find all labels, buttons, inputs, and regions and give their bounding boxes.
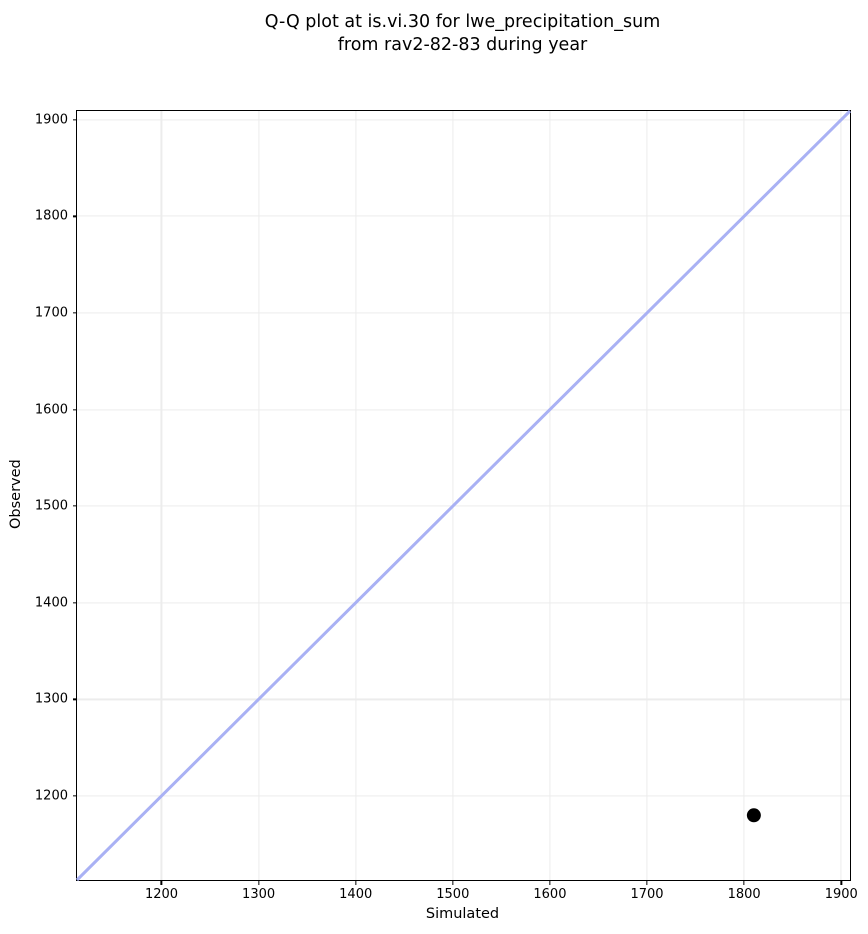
- y-axis-label: Observed: [8, 459, 24, 530]
- x-tick-mark: [452, 880, 454, 885]
- x-gridline: [549, 111, 551, 880]
- x-tick-label: 1400: [339, 887, 373, 902]
- y-tick-mark: [72, 215, 77, 217]
- x-tick-mark: [646, 880, 648, 885]
- x-gridline: [355, 111, 357, 880]
- y-gridline: [77, 215, 850, 217]
- y-gridline: [77, 505, 850, 507]
- x-tick-mark: [743, 880, 745, 885]
- x-tick-mark: [549, 880, 551, 885]
- y-tick-label: 1500: [34, 498, 68, 514]
- y-gridline: [77, 119, 850, 121]
- identity-line: [75, 109, 852, 882]
- x-gridline: [743, 111, 745, 880]
- x-gridline: [646, 111, 648, 880]
- chart-title: Q-Q plot at is.vi.30 for lwe_precipitati…: [76, 11, 849, 57]
- x-tick-label: 1500: [436, 887, 470, 902]
- chart-title-line2: from rav2-82-83 during year: [337, 35, 588, 55]
- x-tick-label: 1900: [824, 887, 858, 902]
- plot-canvas: [75, 109, 852, 882]
- x-gridline: [452, 111, 454, 880]
- y-tick-label: 1700: [34, 305, 68, 321]
- y-tick-label: 1600: [34, 402, 68, 418]
- y-tick-label: 1300: [34, 691, 68, 707]
- y-gridline: [77, 698, 850, 700]
- x-tick-mark: [840, 880, 842, 885]
- y-tick-mark: [72, 408, 77, 411]
- x-axis-label: Simulated: [425, 906, 500, 922]
- y-tick-label: 1400: [34, 595, 68, 611]
- data-point-marker: [746, 808, 761, 823]
- y-tick-mark: [72, 698, 77, 700]
- x-tick-label: 1300: [242, 887, 276, 902]
- y-gridline: [77, 602, 850, 604]
- x-tick-label: 1800: [727, 887, 761, 902]
- x-gridline: [840, 111, 842, 880]
- x-tick-mark: [257, 880, 260, 885]
- x-tick-mark: [160, 880, 163, 885]
- y-tick-mark: [72, 795, 77, 797]
- y-tick-label: 1200: [34, 788, 68, 804]
- x-gridline: [160, 111, 163, 880]
- plot-area: 1200 1300 1400 1500 1600 1700 1800 1900 1200 1300…: [35, 109, 858, 902]
- y-tick-mark: [72, 602, 77, 604]
- y-tick-mark: [72, 119, 77, 121]
- y-gridline: [77, 795, 850, 797]
- y-tick-mark: [72, 505, 77, 507]
- y-tick-label: 1900: [34, 112, 68, 128]
- y-tick-label: 1800: [34, 208, 68, 224]
- chart-title-line1: Q-Q plot at is.vi.30 for lwe_precipitati…: [264, 12, 661, 32]
- y-gridline: [77, 408, 850, 411]
- x-tick-mark: [355, 880, 357, 885]
- x-gridline: [258, 111, 260, 880]
- y-tick-mark: [72, 312, 77, 314]
- x-tick-label: 1600: [533, 887, 567, 902]
- x-tick-label: 1700: [630, 887, 664, 902]
- x-tick-label: 1200: [144, 887, 179, 902]
- y-gridline: [77, 312, 850, 314]
